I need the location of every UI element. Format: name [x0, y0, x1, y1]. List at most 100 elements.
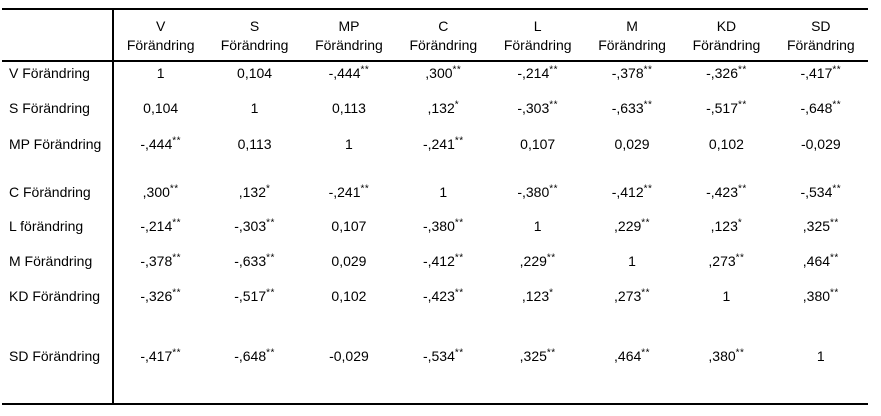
correlation-cell: -,380** [396, 215, 490, 250]
row-label: M Förändring [2, 250, 114, 285]
cell-value: -,444 [140, 136, 173, 152]
significance-stars: ** [266, 252, 275, 264]
row-label: S Förändring [2, 97, 114, 133]
significance-stars: ** [643, 64, 653, 76]
cell-value: ,132 [238, 184, 266, 200]
correlation-cell: 1 [302, 133, 396, 181]
correlation-cell: -0,029 [774, 133, 868, 181]
significance-stars: ** [454, 252, 464, 264]
significance-stars: ** [266, 287, 275, 299]
cell-value: ,464 [802, 253, 831, 269]
cell-value: 1 [156, 65, 165, 81]
column-label: Förändring [598, 37, 666, 53]
table-row: V Förändring 1 0,104 -,444** ,300** -,214** -,… [2, 61, 868, 97]
cell-value: ,380 [708, 348, 736, 364]
cell-value: 0,107 [520, 136, 556, 152]
significance-stars: ** [738, 183, 747, 195]
column-header: S Förändring [207, 9, 302, 62]
correlation-cell: 0,102 [302, 285, 396, 345]
cell-value: 0,104 [143, 100, 179, 116]
correlation-cell: -,326** [679, 61, 773, 97]
correlation-cell: -,412** [396, 250, 490, 285]
cell-value: -,534 [800, 184, 833, 200]
correlation-cell: ,464** [585, 345, 679, 404]
column-label: Förändring [409, 37, 478, 53]
correlation-cell: 1 [113, 61, 207, 97]
cell-value: -,633 [234, 253, 267, 269]
table-row: C Förändring ,300** ,132* -,241** 1 -,380** -,… [2, 181, 868, 215]
cell-value: -,648 [234, 348, 267, 364]
cell-value: -,303 [234, 218, 267, 234]
cell-value: -,633 [611, 100, 644, 116]
correlation-cell: ,380** [774, 285, 868, 345]
cell-value: -,303 [517, 100, 550, 116]
cell-value: -,380 [517, 184, 550, 200]
column-abbr: SD [811, 18, 831, 34]
significance-stars: ** [641, 217, 651, 229]
correlation-cell: 1 [396, 181, 490, 215]
correlation-cell: 0,104 [113, 97, 207, 133]
table-row: KD Förändring -,326** -,517** 0,102 -,423**,… [2, 285, 868, 345]
significance-stars: ** [641, 287, 651, 299]
cell-value: ,229 [614, 218, 642, 234]
cell-value: ,132 [427, 100, 455, 116]
correlation-cell: -,214** [113, 215, 207, 250]
significance-stars: ** [830, 287, 839, 299]
column-header: MP Förändring [301, 9, 397, 62]
cell-value: ,380 [802, 288, 831, 304]
cell-value: ,123 [521, 288, 550, 304]
cell-value: 0,029 [614, 136, 650, 152]
significance-stars: ** [172, 287, 182, 299]
significance-stars: ** [452, 64, 462, 76]
cell-value: ,325 [802, 218, 831, 234]
column-abbr: MP [338, 18, 360, 34]
significance-stars: ** [643, 99, 653, 111]
cell-value: -,417 [800, 65, 833, 81]
cell-value: ,464 [614, 348, 642, 364]
row-label: SD Förändring [2, 345, 114, 404]
cell-value: ,273 [614, 288, 642, 304]
column-header: C Förändring [396, 9, 491, 62]
correlation-cell: -0,029 [302, 345, 396, 404]
correlation-table: V Förändring S Förändring MP Förändring C Förän… [2, 8, 868, 405]
significance-stars: ** [641, 347, 651, 359]
table-region: V Förändring S Förändring MP Förändring C Förän… [2, 8, 868, 405]
correlation-cell: ,132* [207, 181, 301, 215]
column-label: Förändring [786, 37, 855, 53]
correlation-cell: -,648** [207, 345, 301, 404]
significance-stars: ** [549, 64, 559, 76]
correlation-cell: ,123* [491, 285, 585, 345]
cell-value: -,423 [706, 184, 738, 200]
column-abbr: L [533, 18, 542, 34]
significance-stars: ** [549, 183, 559, 195]
cell-value: 0,029 [331, 253, 367, 269]
correlation-cell: -,444** [113, 133, 207, 181]
significance-stars: ** [172, 217, 182, 229]
correlation-cell: -,378** [585, 61, 679, 97]
column-abbr: KD [716, 18, 737, 34]
cell-value: 1 [816, 348, 825, 364]
cell-value: -,423 [422, 288, 455, 304]
column-label: Förändring [220, 37, 289, 53]
table-row: L förändring -,214** -,303** 0,107 -,380** 1,… [2, 215, 868, 250]
cell-value: -,214 [140, 218, 173, 234]
cell-value: -,517 [234, 288, 267, 304]
correlation-cell: -,444** [302, 61, 396, 97]
table-row: MP Förändring -,444** 0,113 1 -,241** 0,107 0,… [2, 133, 868, 181]
correlation-cell: 1 [585, 250, 679, 285]
cell-value: ,300 [425, 65, 453, 81]
correlation-cell: ,325** [774, 215, 868, 250]
correlation-cell: 1 [207, 97, 301, 133]
table-row: SD Förändring -,417** -,648** -0,029 -,534**… [2, 345, 868, 404]
correlation-cell: -,326** [113, 285, 207, 345]
cell-value: 1 [628, 253, 636, 269]
cell-value: -,378 [140, 253, 173, 269]
significance-stars: * [549, 287, 554, 299]
cell-value: 0,113 [237, 136, 272, 152]
significance-stars: ** [454, 217, 464, 229]
corner-cell [2, 9, 114, 62]
cell-value: ,123 [710, 218, 738, 234]
correlation-cell: -,517** [207, 285, 301, 345]
cell-value: 1 [345, 136, 353, 152]
significance-stars: ** [549, 99, 559, 111]
